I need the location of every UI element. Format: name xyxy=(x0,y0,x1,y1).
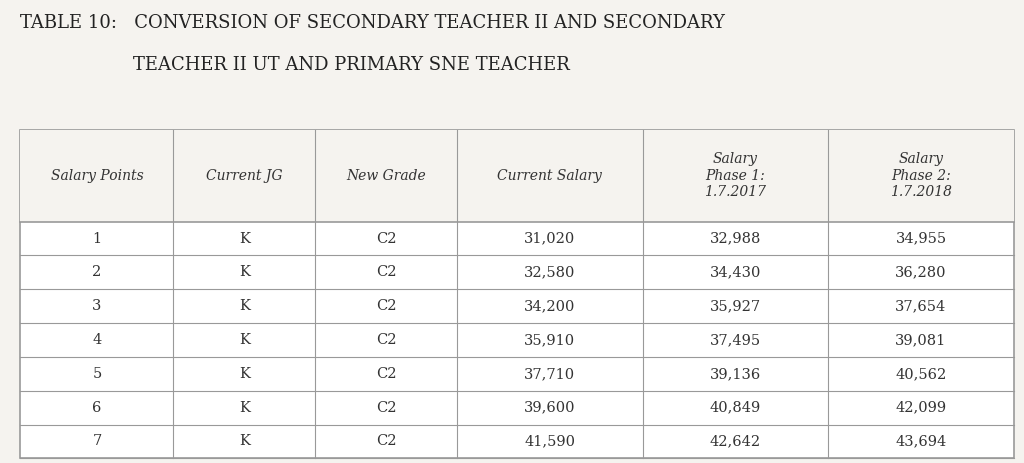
Text: 37,654: 37,654 xyxy=(895,299,946,313)
Text: 3: 3 xyxy=(92,299,101,313)
Text: 34,955: 34,955 xyxy=(895,232,946,245)
Text: K: K xyxy=(239,299,250,313)
Text: Salary
Phase 2:
1.7.2018: Salary Phase 2: 1.7.2018 xyxy=(890,152,952,199)
Text: 32,580: 32,580 xyxy=(524,265,575,279)
Text: 37,495: 37,495 xyxy=(710,333,761,347)
Text: 42,642: 42,642 xyxy=(710,434,761,449)
Text: TABLE 10:   CONVERSION OF SECONDARY TEACHER II AND SECONDARY: TABLE 10: CONVERSION OF SECONDARY TEACHE… xyxy=(20,14,725,32)
Text: 6: 6 xyxy=(92,400,101,415)
Text: C2: C2 xyxy=(376,299,396,313)
Text: 36,280: 36,280 xyxy=(895,265,947,279)
Text: 39,136: 39,136 xyxy=(710,367,761,381)
Text: 40,849: 40,849 xyxy=(710,400,761,415)
Text: Current Salary: Current Salary xyxy=(498,169,602,183)
Text: K: K xyxy=(239,333,250,347)
Text: K: K xyxy=(239,367,250,381)
Text: K: K xyxy=(239,232,250,245)
Text: C2: C2 xyxy=(376,400,396,415)
Text: C2: C2 xyxy=(376,232,396,245)
Text: 40,562: 40,562 xyxy=(895,367,946,381)
Text: 37,710: 37,710 xyxy=(524,367,575,381)
Text: 42,099: 42,099 xyxy=(895,400,946,415)
Text: 34,200: 34,200 xyxy=(524,299,575,313)
Text: K: K xyxy=(239,434,250,449)
Text: 2: 2 xyxy=(92,265,101,279)
Text: 32,988: 32,988 xyxy=(710,232,761,245)
Text: 31,020: 31,020 xyxy=(524,232,575,245)
Text: 35,927: 35,927 xyxy=(710,299,761,313)
Text: 39,081: 39,081 xyxy=(895,333,946,347)
Text: 5: 5 xyxy=(92,367,101,381)
Text: K: K xyxy=(239,265,250,279)
Text: TEACHER II UT AND PRIMARY SNE TEACHER: TEACHER II UT AND PRIMARY SNE TEACHER xyxy=(133,56,570,74)
Text: 43,694: 43,694 xyxy=(895,434,946,449)
Text: New Grade: New Grade xyxy=(346,169,426,183)
Text: 35,910: 35,910 xyxy=(524,333,575,347)
Text: 39,600: 39,600 xyxy=(524,400,575,415)
Text: C2: C2 xyxy=(376,333,396,347)
Text: Salary Points: Salary Points xyxy=(50,169,143,183)
Text: Current JG: Current JG xyxy=(206,169,283,183)
Text: C2: C2 xyxy=(376,434,396,449)
Text: C2: C2 xyxy=(376,367,396,381)
Text: K: K xyxy=(239,400,250,415)
Text: 1: 1 xyxy=(92,232,101,245)
Text: 41,590: 41,590 xyxy=(524,434,575,449)
Text: C2: C2 xyxy=(376,265,396,279)
Text: 4: 4 xyxy=(92,333,101,347)
Text: 7: 7 xyxy=(92,434,101,449)
Text: Salary
Phase 1:
1.7.2017: Salary Phase 1: 1.7.2017 xyxy=(705,152,766,199)
Text: 34,430: 34,430 xyxy=(710,265,761,279)
